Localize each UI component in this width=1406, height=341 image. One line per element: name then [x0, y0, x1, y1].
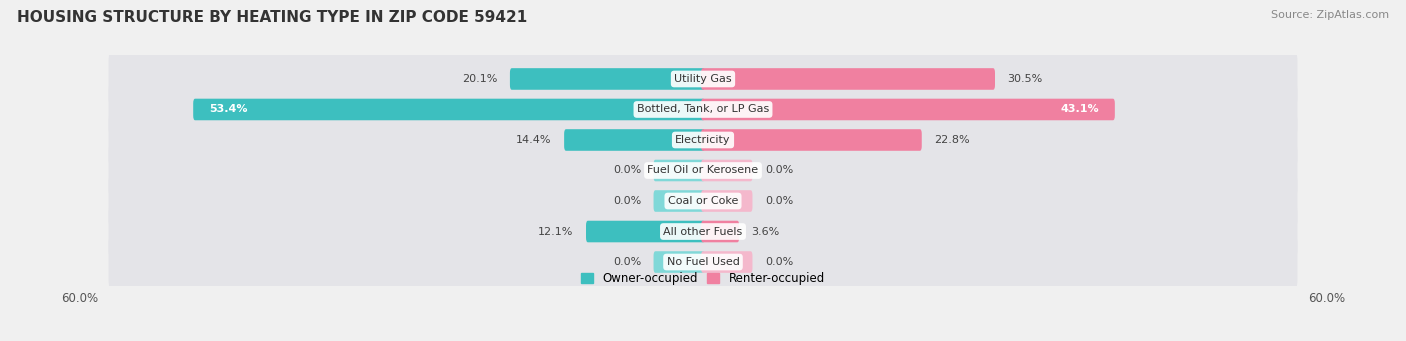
FancyBboxPatch shape: [654, 251, 704, 273]
Text: 0.0%: 0.0%: [765, 196, 793, 206]
Legend: Owner-occupied, Renter-occupied: Owner-occupied, Renter-occupied: [581, 272, 825, 285]
FancyBboxPatch shape: [702, 190, 752, 212]
FancyBboxPatch shape: [108, 172, 1298, 231]
FancyBboxPatch shape: [702, 160, 752, 181]
Text: Fuel Oil or Kerosene: Fuel Oil or Kerosene: [647, 165, 759, 176]
Text: 3.6%: 3.6%: [751, 226, 780, 237]
FancyBboxPatch shape: [108, 202, 1298, 261]
FancyBboxPatch shape: [654, 190, 704, 212]
Text: 12.1%: 12.1%: [538, 226, 574, 237]
FancyBboxPatch shape: [702, 251, 752, 273]
Text: Utility Gas: Utility Gas: [675, 74, 731, 84]
FancyBboxPatch shape: [586, 221, 704, 242]
Text: Source: ZipAtlas.com: Source: ZipAtlas.com: [1271, 10, 1389, 20]
FancyBboxPatch shape: [108, 80, 1298, 139]
Text: 20.1%: 20.1%: [463, 74, 498, 84]
FancyBboxPatch shape: [702, 99, 1115, 120]
Text: All other Fuels: All other Fuels: [664, 226, 742, 237]
Text: 0.0%: 0.0%: [613, 257, 641, 267]
Text: 0.0%: 0.0%: [765, 165, 793, 176]
Text: 60.0%: 60.0%: [1308, 292, 1346, 305]
FancyBboxPatch shape: [702, 129, 922, 151]
Text: 0.0%: 0.0%: [613, 165, 641, 176]
Text: Electricity: Electricity: [675, 135, 731, 145]
FancyBboxPatch shape: [108, 233, 1298, 292]
Text: No Fuel Used: No Fuel Used: [666, 257, 740, 267]
FancyBboxPatch shape: [108, 141, 1298, 200]
Text: Coal or Coke: Coal or Coke: [668, 196, 738, 206]
Text: 0.0%: 0.0%: [613, 196, 641, 206]
FancyBboxPatch shape: [564, 129, 704, 151]
Text: 53.4%: 53.4%: [209, 104, 247, 115]
FancyBboxPatch shape: [654, 160, 704, 181]
FancyBboxPatch shape: [510, 68, 704, 90]
FancyBboxPatch shape: [193, 99, 704, 120]
Text: HOUSING STRUCTURE BY HEATING TYPE IN ZIP CODE 59421: HOUSING STRUCTURE BY HEATING TYPE IN ZIP…: [17, 10, 527, 25]
Text: 30.5%: 30.5%: [1007, 74, 1043, 84]
FancyBboxPatch shape: [108, 110, 1298, 169]
Text: Bottled, Tank, or LP Gas: Bottled, Tank, or LP Gas: [637, 104, 769, 115]
Text: 0.0%: 0.0%: [765, 257, 793, 267]
Text: 60.0%: 60.0%: [60, 292, 98, 305]
Text: 43.1%: 43.1%: [1060, 104, 1098, 115]
FancyBboxPatch shape: [702, 221, 740, 242]
FancyBboxPatch shape: [702, 68, 995, 90]
Text: 14.4%: 14.4%: [516, 135, 551, 145]
Text: 22.8%: 22.8%: [934, 135, 970, 145]
FancyBboxPatch shape: [108, 49, 1298, 108]
